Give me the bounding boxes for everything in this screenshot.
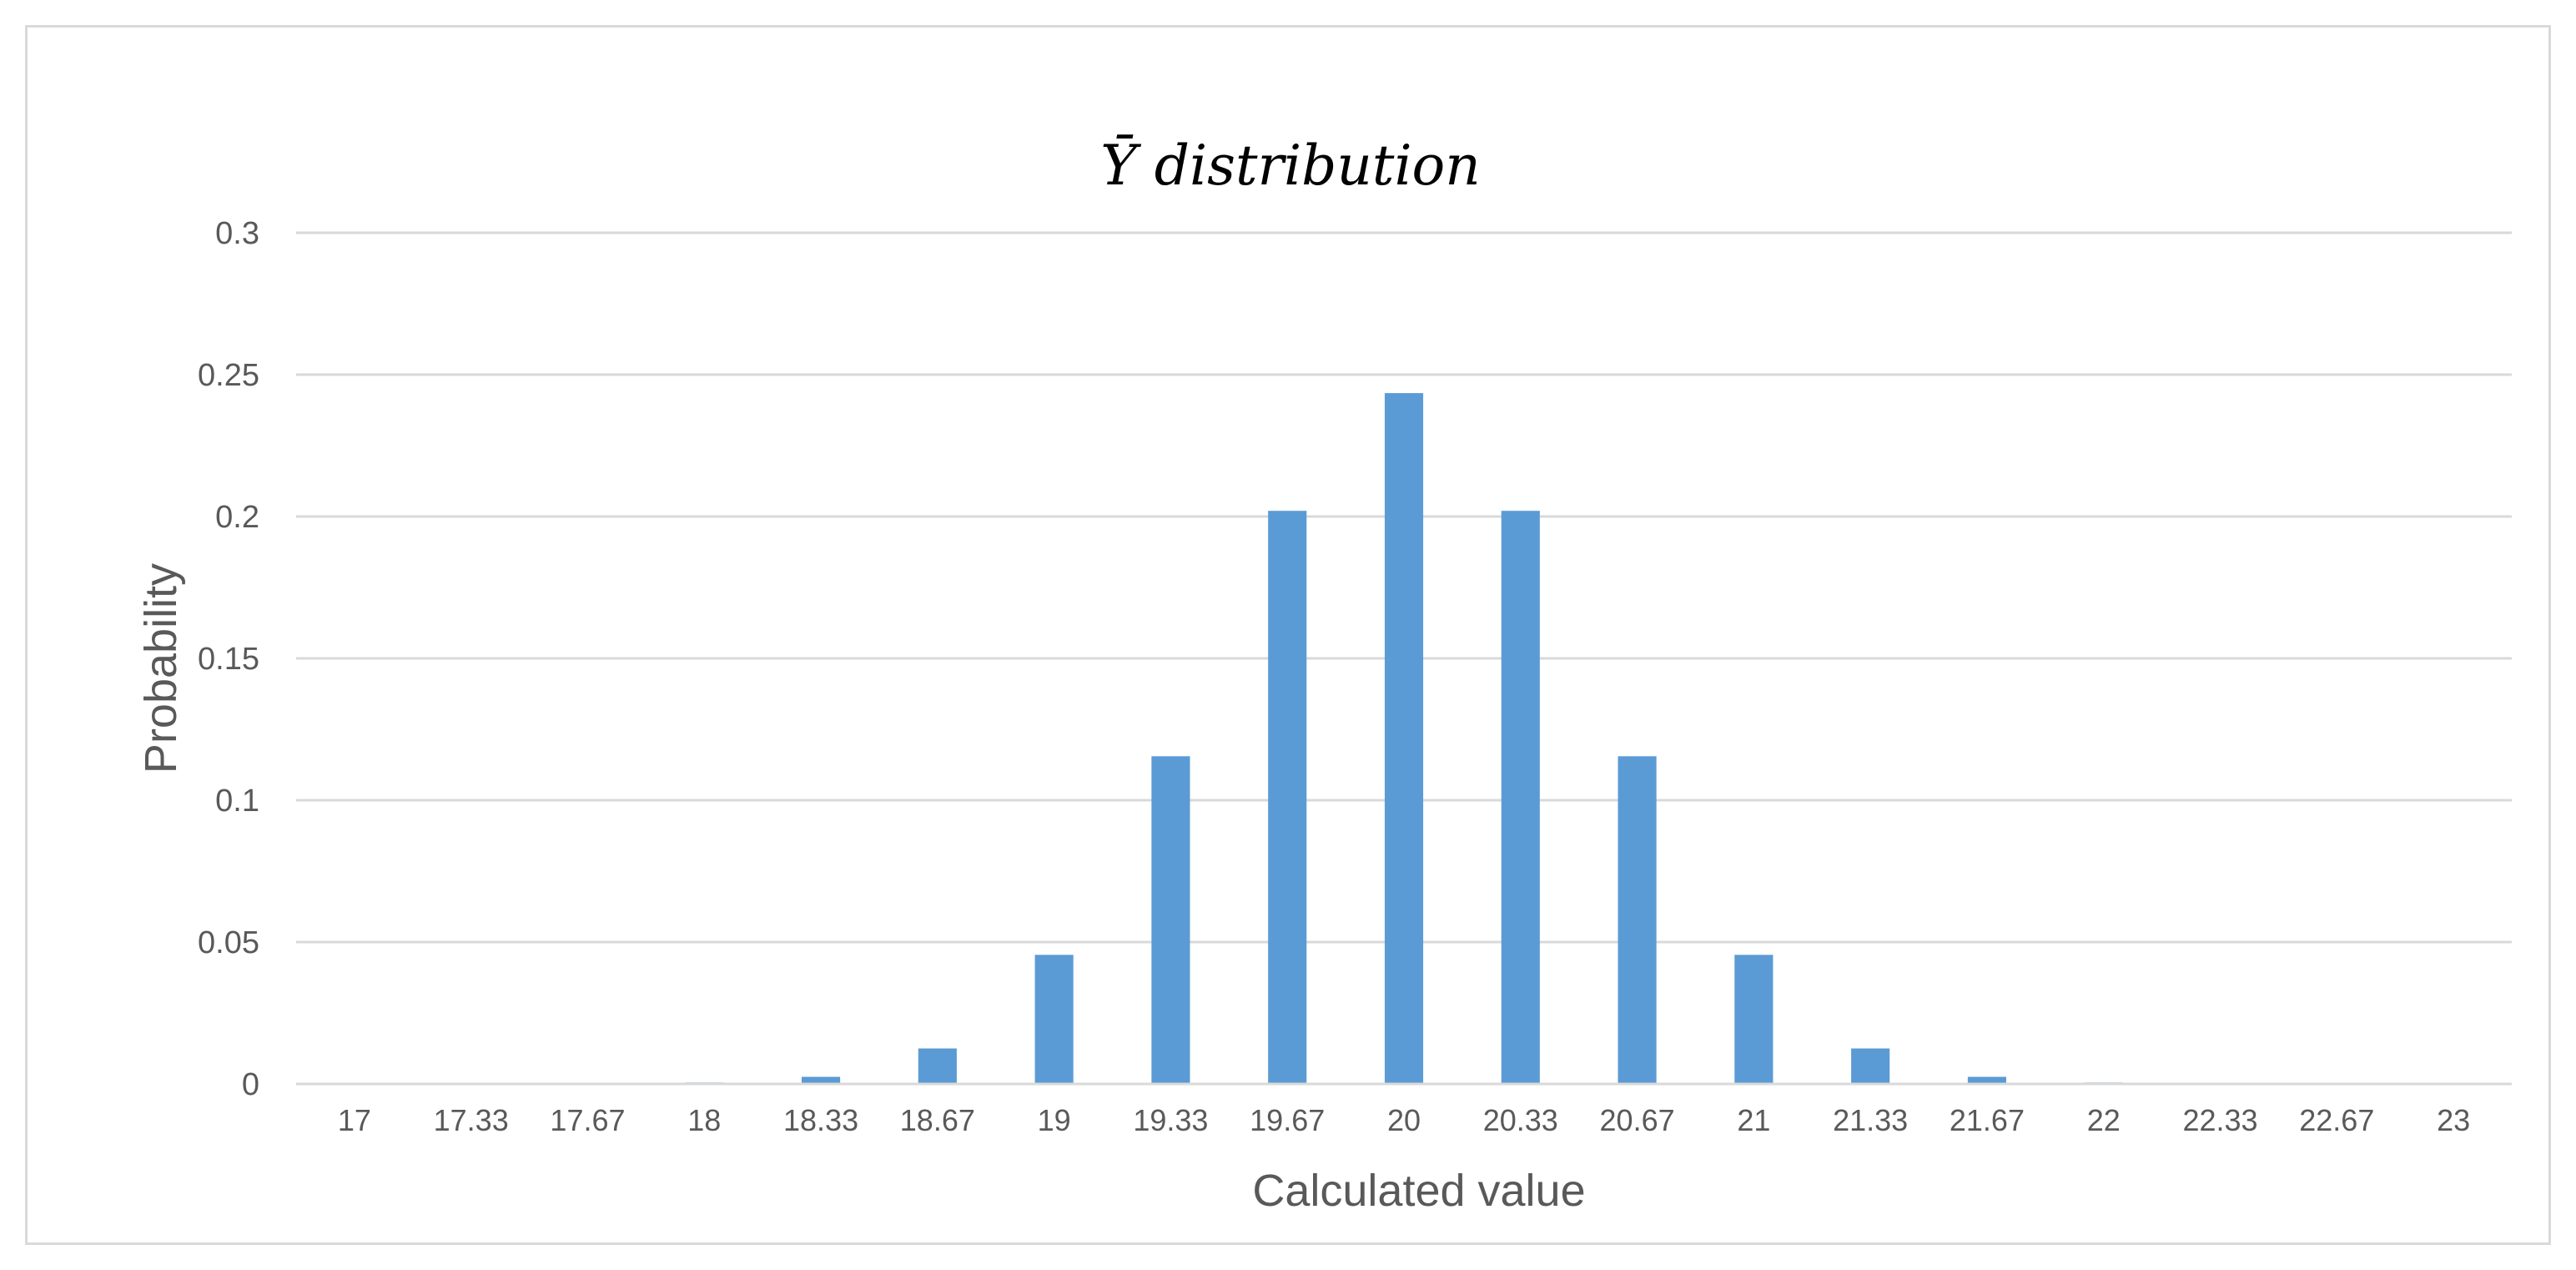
x-tick-label: 19 [1038,1103,1071,1137]
bar [918,1048,957,1084]
x-tick-label: 21 [1737,1103,1770,1137]
x-tick-label: 20.33 [1483,1103,1558,1137]
x-tick-label: 19.67 [1250,1103,1325,1137]
x-tick-label: 18.33 [783,1103,858,1137]
x-tick-labels: 17 17.33 17.67 18 18.33 18.67 19 19.33 19.67 20 20… [338,1103,2470,1137]
bar [1618,756,1657,1084]
x-tick-label: 17.33 [434,1103,509,1137]
bar [1734,955,1774,1084]
bar [1501,511,1540,1084]
x-tick-label: 20 [1387,1103,1421,1137]
x-tick-label: 22.33 [2182,1103,2257,1137]
x-tick-label: 22.67 [2299,1103,2374,1137]
x-tick-label: 21.67 [1950,1103,2025,1137]
y-tick-label: 0 [242,1067,259,1102]
x-tick-label: 17.67 [550,1103,625,1137]
chart-svg: Ȳ distribution 0 0.05 0.1 0.15 0.2 0.25 0.3 17… [136,134,2512,1216]
bars [685,393,2123,1085]
x-tick-label: 17 [338,1103,371,1137]
y-tick-label: 0.2 [215,500,259,535]
x-tick-label: 23 [2437,1103,2470,1137]
x-axis-title: Calculated value [1252,1166,1585,1216]
chart-title: Ȳ distribution [1100,134,1481,198]
y-tick-label: 0.15 [198,642,259,677]
x-tick-label: 21.33 [1833,1103,1908,1137]
bar [1384,393,1424,1085]
y-axis-title: Probability [136,563,186,774]
bar [1034,955,1074,1084]
y-tick-label: 0.1 [215,784,259,819]
x-tick-label: 20.67 [1600,1103,1675,1137]
x-tick-label: 22 [2087,1103,2121,1137]
x-tick-label: 19.33 [1133,1103,1208,1137]
bar [1851,1048,1890,1084]
bar [801,1076,841,1084]
y-tick-label: 0.3 [215,216,259,251]
chart-frame: Ȳ distribution 0 0.05 0.1 0.15 0.2 0.25 0.3 17… [25,25,2551,1245]
bar [1268,511,1307,1084]
y-tick-label: 0.25 [198,358,259,393]
bar [1967,1076,2007,1084]
x-tick-label: 18 [687,1103,721,1137]
x-tick-label: 18.67 [900,1103,975,1137]
bar [1151,756,1190,1084]
y-tick-labels: 0 0.05 0.1 0.15 0.2 0.25 0.3 [198,216,259,1102]
y-tick-label: 0.05 [198,925,259,960]
